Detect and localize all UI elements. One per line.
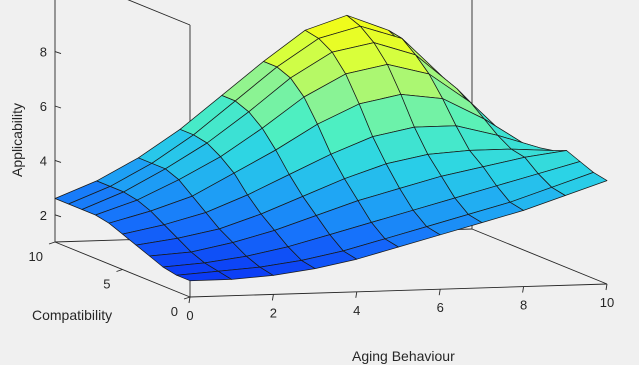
x-tick [355,291,358,298]
z-tick-label: 2 [40,208,47,223]
surface-mesh [54,14,608,282]
frame-edge [471,228,608,285]
x-axis-label: Aging Behaviour [352,348,455,364]
y-tick [48,241,56,245]
axis-ticks: 0 2 4 6 8 10 0 5 10 2 4 6 8 [29,45,615,323]
x-tick-label: 4 [353,303,360,318]
x-tick-label: 10 [600,295,614,310]
axes-front-frame [189,228,608,298]
x-tick [188,296,191,304]
frame-edge [127,0,191,26]
x-tick [522,286,525,293]
frame-edge [189,283,608,298]
z-tick [54,214,62,218]
y-axis-label: Compatibility [32,307,112,323]
y-tick [116,269,123,272]
surface-cell [551,172,608,196]
x-tick-label: 6 [437,300,444,315]
z-tick [54,105,62,109]
x-tick [438,289,441,296]
z-tick [54,159,62,163]
z-tick [54,51,62,55]
x-tick-label: 0 [186,308,193,323]
z-tick-label: 8 [40,45,47,60]
z-axis-label: Applicability [9,103,25,177]
x-tick-label: 8 [520,298,527,313]
y-tick-label: 10 [29,249,43,264]
x-tick [271,294,274,301]
y-tick-label: 5 [103,277,110,292]
x-tick [605,283,608,291]
y-tick-label: 0 [171,304,178,319]
z-tick-label: 4 [40,153,47,168]
z-tick-label: 6 [40,99,47,114]
x-tick-label: 2 [270,305,277,320]
y-tick [183,296,191,300]
